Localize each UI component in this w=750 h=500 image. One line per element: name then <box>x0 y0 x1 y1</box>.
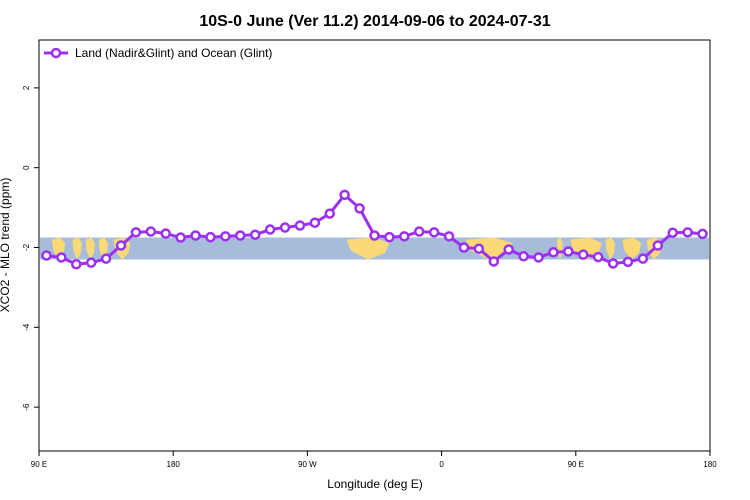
data-point-37 <box>592 251 604 263</box>
x-axis-label: Longitude (deg E) <box>327 477 422 491</box>
x-tick-label-4: 90 E <box>568 460 584 469</box>
data-point-12 <box>220 231 231 242</box>
series-points <box>41 189 708 270</box>
data-point-33 <box>533 252 544 263</box>
data-point-39 <box>622 256 634 268</box>
data-point-43 <box>682 227 693 238</box>
x-tick-label-5: 180 <box>703 460 717 469</box>
data-point-31 <box>503 244 514 255</box>
x-tick-label-1: 180 <box>167 460 181 469</box>
y-tick-label-2: -2 <box>22 243 31 251</box>
data-point-0 <box>41 250 52 261</box>
data-point-22 <box>369 230 380 241</box>
data-point-38 <box>607 258 619 269</box>
data-point-21 <box>354 203 365 214</box>
data-point-11 <box>205 231 216 243</box>
data-point-5 <box>115 240 127 251</box>
y-tick-label-1: 0 <box>22 165 31 170</box>
data-point-42 <box>667 227 678 238</box>
data-point-27 <box>443 231 455 242</box>
land-mass-9 <box>605 237 615 260</box>
legend-label: Land (Nadir&Glint) and Ocean (Glint) <box>75 46 272 60</box>
data-point-10 <box>190 230 201 241</box>
land-mass-5 <box>346 237 390 260</box>
data-point-28 <box>458 242 470 253</box>
data-point-30 <box>488 256 500 267</box>
data-point-6 <box>130 227 142 238</box>
data-point-26 <box>428 227 440 238</box>
y-tick-label-4: -6 <box>22 403 31 411</box>
land-mass-7 <box>557 237 563 260</box>
legend-marker-swatch <box>50 47 62 59</box>
data-point-34 <box>548 247 559 258</box>
x-tick-label-0: 90 E <box>31 460 47 469</box>
data-point-13 <box>235 230 246 241</box>
chart-title: 10S-0 June (Ver 11.2) 2014-09-06 to 2024… <box>199 13 550 30</box>
data-point-35 <box>563 246 574 257</box>
land-mass-10 <box>622 237 642 260</box>
data-point-29 <box>473 243 485 254</box>
data-point-40 <box>637 253 649 264</box>
data-point-4 <box>100 253 112 264</box>
data-point-25 <box>413 226 425 237</box>
y-tick-label-0: 2 <box>22 85 31 90</box>
data-point-17 <box>294 220 306 231</box>
data-point-14 <box>249 229 261 240</box>
land-mass-2 <box>85 237 95 260</box>
data-point-44 <box>697 228 708 240</box>
data-point-1 <box>56 252 67 263</box>
data-point-9 <box>175 232 186 243</box>
data-point-20 <box>339 189 350 201</box>
plot-frame <box>38 39 711 452</box>
data-point-41 <box>652 240 664 251</box>
data-point-23 <box>384 231 395 243</box>
land-mass-1 <box>72 237 82 260</box>
x-axis-ticks: 90 E 180 90 W 0 90 E 180 <box>31 451 717 469</box>
world-map-band <box>40 237 709 260</box>
data-point-7 <box>145 226 157 237</box>
data-point-3 <box>85 257 97 268</box>
data-point-15 <box>264 224 276 235</box>
y-axis-label: XCO2 - MLO trend (ppm) <box>0 178 12 313</box>
legend: Land (Nadir&Glint) and Ocean (Glint) <box>44 46 272 60</box>
x-tick-label-2: 90 W <box>298 460 317 469</box>
data-point-2 <box>71 259 82 270</box>
data-point-8 <box>160 228 171 239</box>
y-axis-ticks: 2 0 -2 -4 -6 <box>22 85 39 411</box>
data-point-19 <box>324 208 336 219</box>
data-point-18 <box>309 217 321 229</box>
data-point-24 <box>399 231 410 242</box>
y-tick-label-3: -4 <box>22 323 31 331</box>
x-tick-label-3: 0 <box>439 460 444 469</box>
data-point-32 <box>518 251 529 262</box>
data-point-16 <box>279 222 291 233</box>
data-point-36 <box>578 249 589 260</box>
